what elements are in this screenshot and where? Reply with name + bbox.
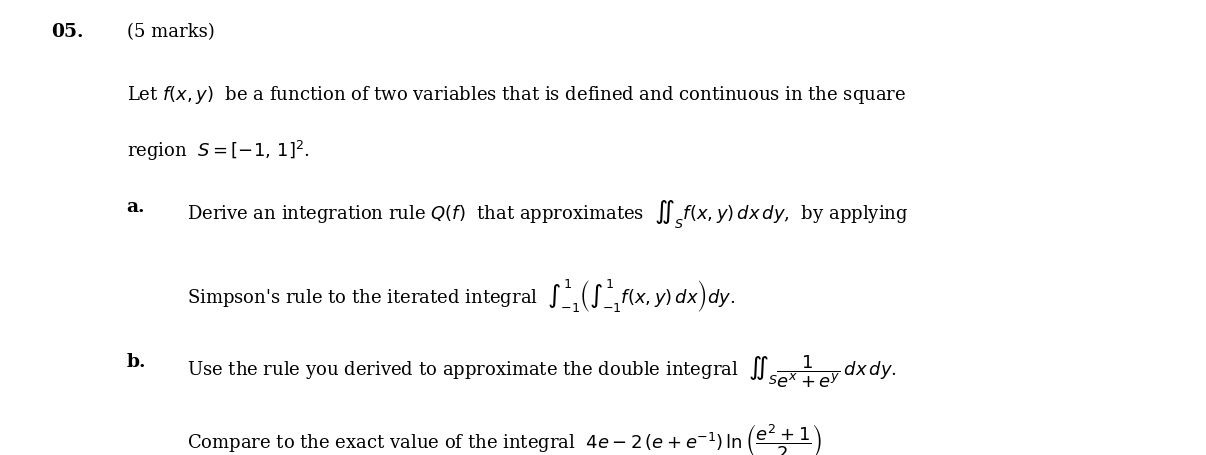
Text: Compare to the exact value of the integral  $4e - 2\,(e + e^{-1})\, \ln\left(\df: Compare to the exact value of the integr… (187, 421, 822, 455)
Text: b.: b. (127, 353, 146, 370)
Text: (5 marks): (5 marks) (127, 23, 215, 40)
Text: a.: a. (127, 198, 145, 216)
Text: Derive an integration rule $Q(f)$  that approximates  $\iint_{S} f(x,y)\, dx\, d: Derive an integration rule $Q(f)$ that a… (187, 198, 908, 230)
Text: Let $f(x, y)$  be a function of two variables that is defined and continuous in : Let $f(x, y)$ be a function of two varia… (127, 84, 906, 106)
Text: 05.: 05. (51, 23, 83, 40)
Text: Use the rule you derived to approximate the double integral  $\iint_{S} \dfrac{1: Use the rule you derived to approximate … (187, 353, 897, 389)
Text: Simpson's rule to the iterated integral  $\int_{-1}^{1}\left(\int_{-1}^{1} f(x,y: Simpson's rule to the iterated integral … (187, 278, 736, 314)
Text: region  $S = [-1,\, 1]^2$.: region $S = [-1,\, 1]^2$. (127, 139, 310, 163)
